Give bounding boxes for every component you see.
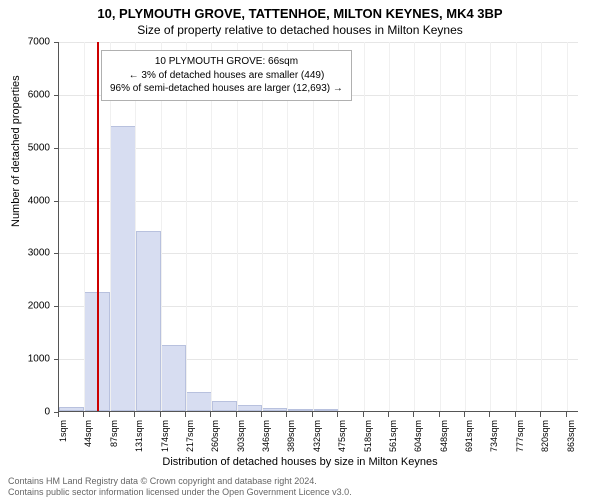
x-tick-mark bbox=[58, 412, 59, 417]
y-tick-label: 4000 bbox=[16, 195, 50, 206]
y-tick-mark bbox=[54, 253, 59, 254]
gridline-v bbox=[567, 42, 568, 411]
gridline-v bbox=[440, 42, 441, 411]
x-tick-label: 820sqm bbox=[540, 420, 550, 470]
footer-line-2: Contains public sector information licen… bbox=[8, 487, 352, 498]
x-tick-mark bbox=[109, 412, 110, 417]
gridline-v bbox=[541, 42, 542, 411]
histogram-bar bbox=[186, 392, 211, 411]
x-tick-mark bbox=[312, 412, 313, 417]
histogram-bar bbox=[313, 409, 338, 411]
x-tick-mark bbox=[464, 412, 465, 417]
y-tick-label: 3000 bbox=[16, 248, 50, 259]
x-tick-label: 604sqm bbox=[413, 420, 423, 470]
x-tick-label: 777sqm bbox=[515, 420, 525, 470]
x-tick-label: 217sqm bbox=[185, 420, 195, 470]
x-tick-label: 303sqm bbox=[236, 420, 246, 470]
x-tick-label: 561sqm bbox=[388, 420, 398, 470]
y-tick-label: 1000 bbox=[16, 354, 50, 365]
histogram-bar bbox=[212, 401, 237, 411]
x-tick-label: 1sqm bbox=[58, 420, 68, 470]
x-tick-mark bbox=[363, 412, 364, 417]
annotation-line-3: 96% of semi-detached houses are larger (… bbox=[110, 82, 343, 96]
x-tick-mark bbox=[286, 412, 287, 417]
histogram-bar bbox=[59, 407, 84, 411]
y-tick-mark bbox=[54, 95, 59, 96]
footer-line-1: Contains HM Land Registry data © Crown c… bbox=[8, 476, 352, 487]
x-tick-label: 432sqm bbox=[312, 420, 322, 470]
y-tick-label: 2000 bbox=[16, 301, 50, 312]
x-tick-mark bbox=[210, 412, 211, 417]
x-tick-mark bbox=[83, 412, 84, 417]
gridline-h bbox=[59, 148, 578, 149]
x-tick-label: 475sqm bbox=[337, 420, 347, 470]
x-tick-label: 648sqm bbox=[439, 420, 449, 470]
histogram-bar bbox=[161, 345, 186, 411]
histogram-bar bbox=[287, 409, 312, 411]
x-tick-mark bbox=[388, 412, 389, 417]
annotation-box: 10 PLYMOUTH GROVE: 66sqm ← 3% of detache… bbox=[101, 50, 352, 101]
gridline-v bbox=[389, 42, 390, 411]
histogram-bar bbox=[262, 408, 287, 411]
gridline-h bbox=[59, 42, 578, 43]
x-tick-label: 389sqm bbox=[286, 420, 296, 470]
histogram-chart: 10 PLYMOUTH GROVE: 66sqm ← 3% of detache… bbox=[58, 42, 578, 412]
x-tick-mark bbox=[160, 412, 161, 417]
x-tick-label: 44sqm bbox=[83, 420, 93, 470]
x-tick-mark bbox=[236, 412, 237, 417]
x-tick-mark bbox=[413, 412, 414, 417]
x-tick-label: 863sqm bbox=[566, 420, 576, 470]
gridline-v bbox=[364, 42, 365, 411]
x-tick-mark bbox=[515, 412, 516, 417]
gridline-v bbox=[414, 42, 415, 411]
annotation-line-1: 10 PLYMOUTH GROVE: 66sqm bbox=[110, 55, 343, 69]
x-tick-label: 260sqm bbox=[210, 420, 220, 470]
y-tick-mark bbox=[54, 306, 59, 307]
y-tick-label: 7000 bbox=[16, 37, 50, 48]
x-tick-label: 346sqm bbox=[261, 420, 271, 470]
histogram-bar bbox=[110, 126, 136, 411]
x-tick-mark bbox=[185, 412, 186, 417]
y-tick-mark bbox=[54, 148, 59, 149]
footer-attribution: Contains HM Land Registry data © Crown c… bbox=[8, 476, 352, 499]
x-tick-label: 691sqm bbox=[464, 420, 474, 470]
y-tick-mark bbox=[54, 359, 59, 360]
x-tick-mark bbox=[261, 412, 262, 417]
x-tick-mark bbox=[337, 412, 338, 417]
x-tick-mark bbox=[540, 412, 541, 417]
x-tick-mark bbox=[134, 412, 135, 417]
gridline-v bbox=[84, 42, 85, 411]
y-tick-label: 5000 bbox=[16, 142, 50, 153]
y-tick-label: 0 bbox=[16, 407, 50, 418]
gridline-v bbox=[516, 42, 517, 411]
gridline-v bbox=[465, 42, 466, 411]
x-tick-label: 518sqm bbox=[363, 420, 373, 470]
x-tick-mark bbox=[439, 412, 440, 417]
y-tick-label: 6000 bbox=[16, 89, 50, 100]
x-tick-label: 734sqm bbox=[489, 420, 499, 470]
y-tick-mark bbox=[54, 42, 59, 43]
page-subtitle: Size of property relative to detached ho… bbox=[0, 23, 600, 37]
gridline-v bbox=[490, 42, 491, 411]
histogram-bar bbox=[136, 231, 161, 411]
gridline-h bbox=[59, 201, 578, 202]
x-tick-label: 131sqm bbox=[134, 420, 144, 470]
histogram-bar bbox=[237, 405, 262, 411]
plot-area: 10 PLYMOUTH GROVE: 66sqm ← 3% of detache… bbox=[58, 42, 578, 412]
reference-line bbox=[97, 42, 99, 411]
annotation-line-2: ← 3% of detached houses are smaller (449… bbox=[110, 69, 343, 83]
page-title: 10, PLYMOUTH GROVE, TATTENHOE, MILTON KE… bbox=[0, 6, 600, 21]
x-tick-label: 174sqm bbox=[160, 420, 170, 470]
x-tick-mark bbox=[566, 412, 567, 417]
y-tick-mark bbox=[54, 201, 59, 202]
x-tick-mark bbox=[489, 412, 490, 417]
x-tick-label: 87sqm bbox=[109, 420, 119, 470]
